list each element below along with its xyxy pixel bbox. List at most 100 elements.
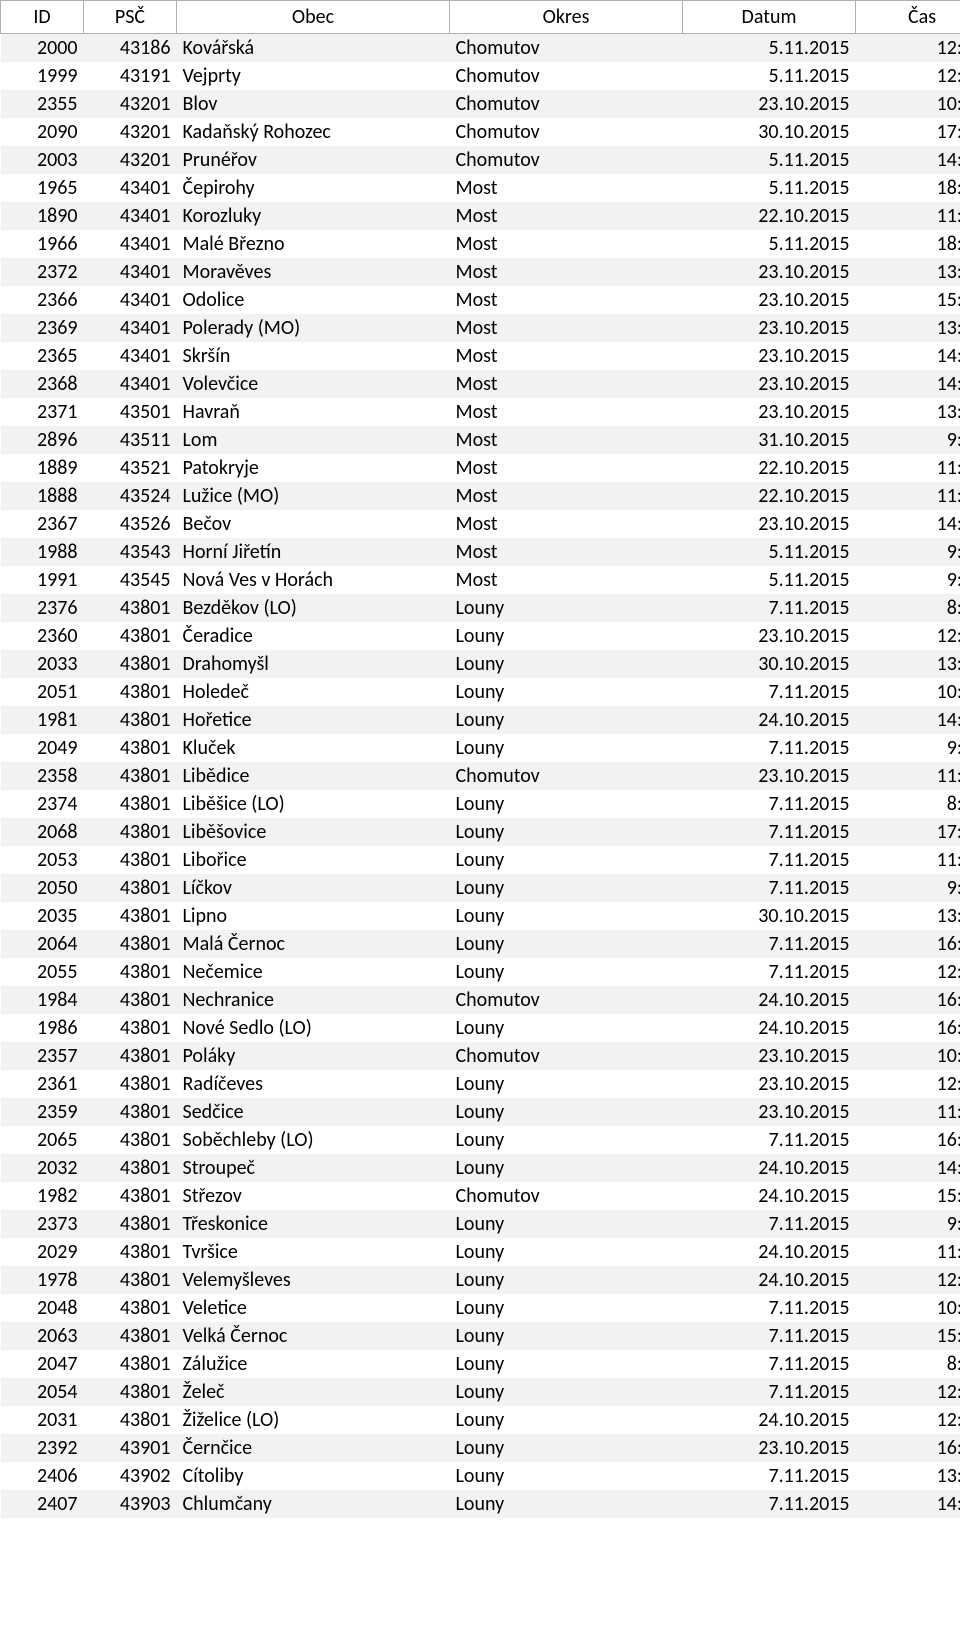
col-header-datum[interactable]: Datum: [683, 1, 856, 34]
cell-datum: 7.11.2015: [683, 1322, 856, 1350]
cell-cas: 11:15: [856, 762, 960, 790]
cell-id: 2000: [1, 34, 84, 63]
cell-obec: Blov: [177, 90, 450, 118]
cell-cas: 14:15: [856, 510, 960, 538]
cell-id: 2051: [1, 678, 84, 706]
cell-obec: Malá Černoc: [177, 930, 450, 958]
table-row: 209043201Kadaňský RohozecChomutov30.10.2…: [1, 118, 960, 146]
table-row: 196643401Malé BřeznoMost5.11.201518:00: [1, 230, 960, 258]
cell-psc: 43801: [84, 1378, 177, 1406]
cell-obec: Holedeč: [177, 678, 450, 706]
cell-cas: 13:00: [856, 258, 960, 286]
table-row: 206443801Malá ČernocLouny7.11.201516:15: [1, 930, 960, 958]
cell-obec: Čepirohy: [177, 174, 450, 202]
cell-datum: 23.10.2015: [683, 510, 856, 538]
cell-obec: Střezov: [177, 1182, 450, 1210]
cell-id: 1981: [1, 706, 84, 734]
cell-psc: 43401: [84, 314, 177, 342]
cell-datum: 7.11.2015: [683, 1490, 856, 1518]
cell-obec: Vejprty: [177, 62, 450, 90]
cell-psc: 43801: [84, 762, 177, 790]
cell-psc: 43511: [84, 426, 177, 454]
table-row: 205443801ŽelečLouny7.11.201512:00: [1, 1378, 960, 1406]
cell-obec: Horní Jiřetín: [177, 538, 450, 566]
col-header-okres[interactable]: Okres: [450, 1, 683, 34]
cell-cas: 13:45: [856, 314, 960, 342]
table-row: 240743903ChlumčanyLouny7.11.201514:15: [1, 1490, 960, 1518]
cell-datum: 30.10.2015: [683, 650, 856, 678]
cell-psc: 43201: [84, 146, 177, 174]
cell-okres: Louny: [450, 1490, 683, 1518]
table-row: 205343801LibořiceLouny7.11.201511:30: [1, 846, 960, 874]
cell-id: 2090: [1, 118, 84, 146]
table-row: 200043186KovářskáChomutov5.11.201512:30: [1, 34, 960, 63]
cell-datum: 7.11.2015: [683, 1126, 856, 1154]
cell-psc: 43401: [84, 174, 177, 202]
table-row: 203143801Žiželice (LO)Louny24.10.201512:…: [1, 1406, 960, 1434]
cell-id: 2029: [1, 1238, 84, 1266]
cell-id: 2371: [1, 398, 84, 426]
cell-psc: 43191: [84, 62, 177, 90]
cell-psc: 43801: [84, 846, 177, 874]
cell-id: 2049: [1, 734, 84, 762]
cell-id: 1984: [1, 986, 84, 1014]
cell-datum: 30.10.2015: [683, 902, 856, 930]
cell-cas: 14:00: [856, 370, 960, 398]
cell-psc: 43801: [84, 790, 177, 818]
table-row: 188943521PatokryjeMost22.10.201511:30: [1, 454, 960, 482]
table-row: 204843801VeleticeLouny7.11.201510:15: [1, 1294, 960, 1322]
cell-cas: 11:00: [856, 482, 960, 510]
cell-obec: Havraň: [177, 398, 450, 426]
cell-id: 2033: [1, 650, 84, 678]
header-row: ID PSČ Obec Okres Datum Čas: [1, 1, 960, 34]
cell-datum: 23.10.2015: [683, 342, 856, 370]
col-header-id[interactable]: ID: [1, 1, 84, 34]
cell-obec: Hořetice: [177, 706, 450, 734]
cell-psc: 43201: [84, 90, 177, 118]
col-header-obec[interactable]: Obec: [177, 1, 450, 34]
cell-psc: 43801: [84, 1126, 177, 1154]
cell-datum: 7.11.2015: [683, 734, 856, 762]
cell-okres: Most: [450, 454, 683, 482]
cell-psc: 43801: [84, 958, 177, 986]
cell-okres: Chomutov: [450, 34, 683, 63]
cell-id: 1986: [1, 1014, 84, 1042]
cell-cas: 15:15: [856, 1182, 960, 1210]
cell-cas: 9:30: [856, 538, 960, 566]
cell-cas: 18:30: [856, 174, 960, 202]
cell-obec: Korozluky: [177, 202, 450, 230]
cell-obec: Velemyšleves: [177, 1266, 450, 1294]
cell-psc: 43801: [84, 1350, 177, 1378]
cell-okres: Louny: [450, 1070, 683, 1098]
cell-okres: Louny: [450, 958, 683, 986]
table-row: 205043801LíčkovLouny7.11.20159:15: [1, 874, 960, 902]
table-row: 199943191VejprtyChomutov5.11.201512:00: [1, 62, 960, 90]
col-header-psc[interactable]: PSČ: [84, 1, 177, 34]
table-row: 235743801PolákyChomutov23.10.201510:45: [1, 1042, 960, 1070]
cell-obec: Poláky: [177, 1042, 450, 1070]
cell-cas: 17:15: [856, 818, 960, 846]
cell-psc: 43801: [84, 1154, 177, 1182]
cell-obec: Polerady (MO): [177, 314, 450, 342]
cell-psc: 43201: [84, 118, 177, 146]
cell-id: 2372: [1, 258, 84, 286]
table-row: 235543201BlovChomutov23.10.201510:00: [1, 90, 960, 118]
table-row: 198443801NechraniceChomutov24.10.201516:…: [1, 986, 960, 1014]
cell-obec: Nechranice: [177, 986, 450, 1014]
cell-obec: Zálužice: [177, 1350, 450, 1378]
cell-psc: 43801: [84, 1322, 177, 1350]
table-row: 236843401VolevčiceMost23.10.201514:00: [1, 370, 960, 398]
cell-cas: 9:30: [856, 426, 960, 454]
cell-cas: 13:15: [856, 902, 960, 930]
cell-id: 2392: [1, 1434, 84, 1462]
cell-okres: Louny: [450, 818, 683, 846]
cell-cas: 12:00: [856, 1378, 960, 1406]
cell-psc: 43545: [84, 566, 177, 594]
cell-datum: 23.10.2015: [683, 398, 856, 426]
cell-okres: Chomutov: [450, 146, 683, 174]
cell-okres: Louny: [450, 874, 683, 902]
col-header-cas[interactable]: Čas: [856, 1, 960, 34]
cell-okres: Louny: [450, 1014, 683, 1042]
cell-id: 2407: [1, 1490, 84, 1518]
cell-okres: Most: [450, 566, 683, 594]
